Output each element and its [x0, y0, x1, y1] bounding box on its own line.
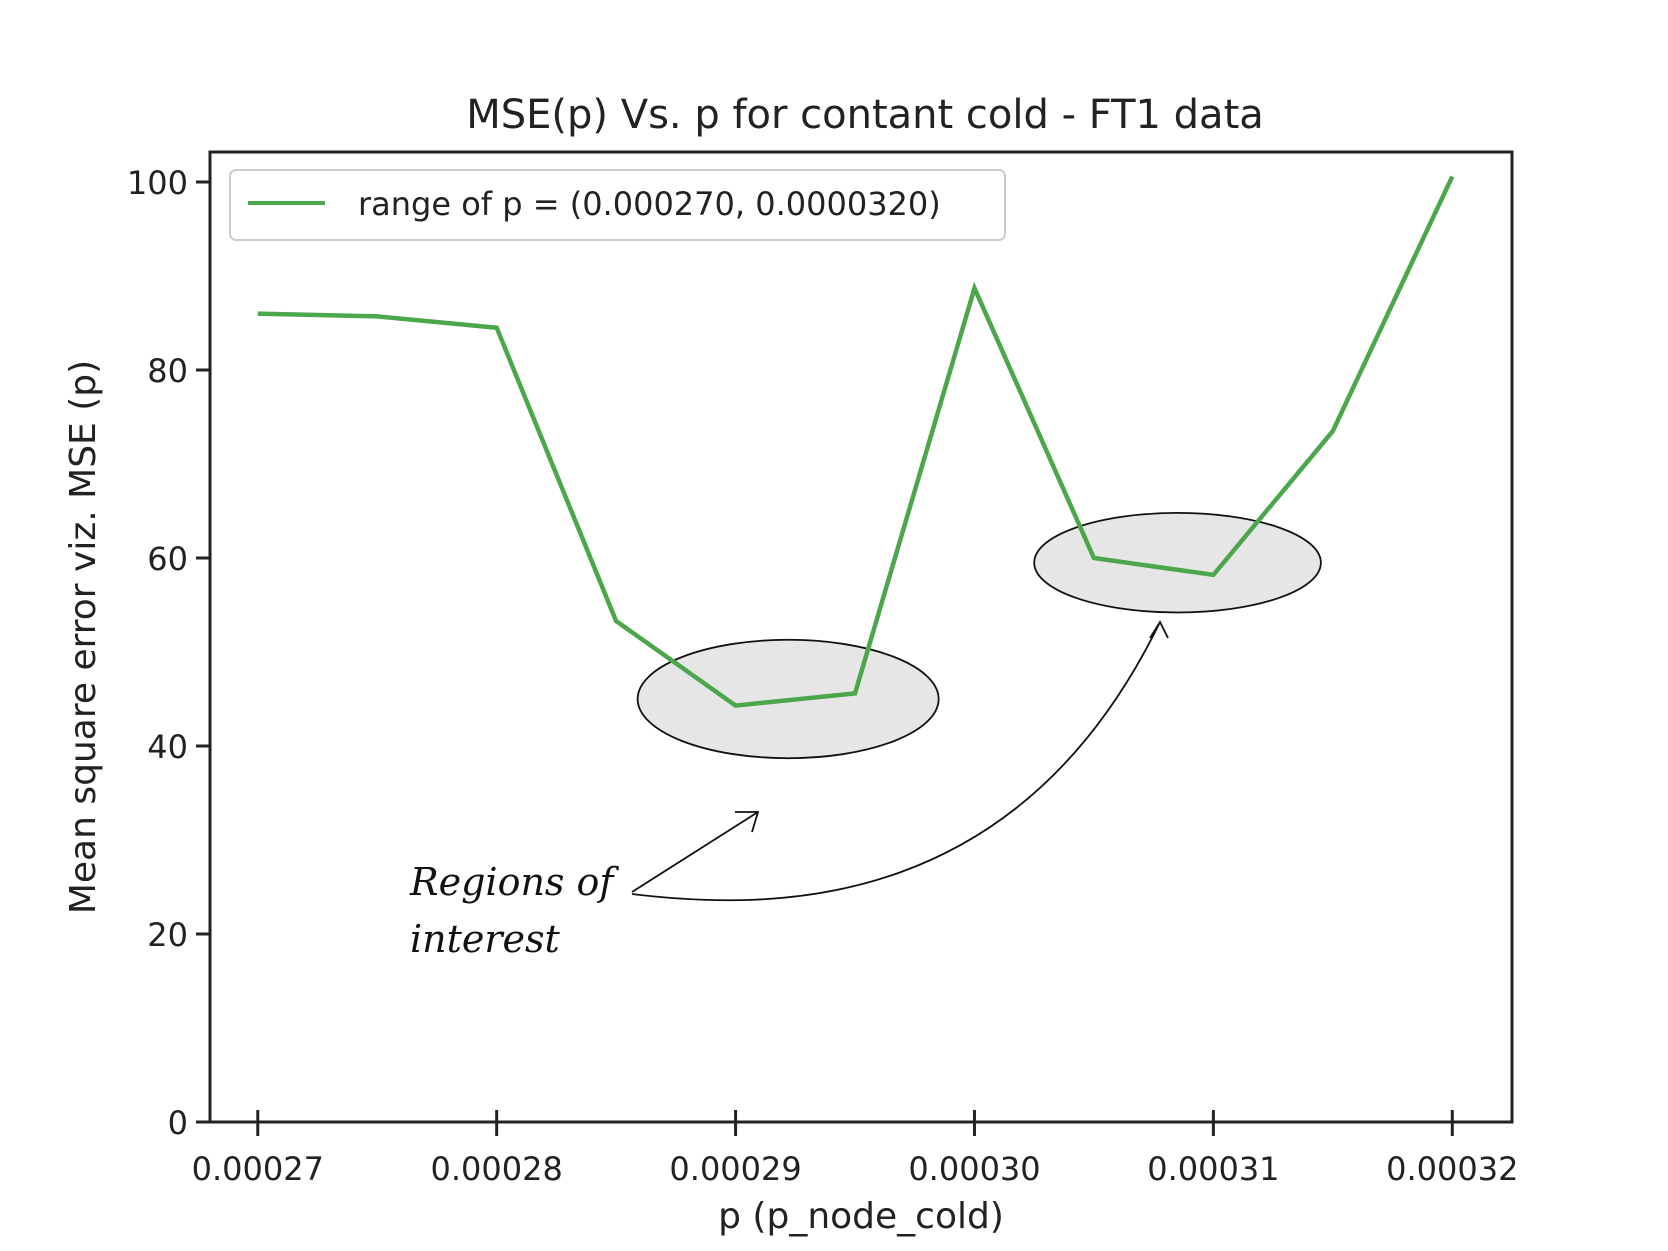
- x-tick-label: 0.00030: [908, 1150, 1040, 1188]
- y-tick-label: 100: [127, 164, 188, 202]
- annotation-arrowhead-left: [735, 811, 760, 833]
- y-tick-label: 80: [147, 352, 188, 390]
- annotation-text-line2: interest: [410, 917, 561, 961]
- annotation-arrow-left: [631, 811, 759, 893]
- y-tick-label: 60: [147, 540, 188, 578]
- y-tick-label: 20: [147, 916, 188, 954]
- annotation: Regions of interest: [409, 620, 1169, 961]
- y-axis-ticks: 0 20 40 60 80 100: [127, 164, 210, 1142]
- y-tick-label: 0: [168, 1104, 188, 1142]
- legend-label: range of p = (0.000270, 0.0000320): [358, 185, 941, 223]
- x-axis-ticks: 0.00027 0.00028 0.00029 0.00030 0.00031 0.000…: [192, 1110, 1518, 1188]
- legend: range of p = (0.000270, 0.0000320): [229, 169, 1006, 241]
- x-tick-label: 0.00028: [431, 1150, 563, 1188]
- plot-frame: [208, 150, 1514, 1124]
- x-tick-label: 0.00032: [1386, 1150, 1518, 1188]
- chart-title: MSE(p) Vs. p for contant cold - FT1 data: [466, 92, 1264, 138]
- annotation-arrowhead-right: [1149, 620, 1169, 639]
- x-tick-label: 0.00031: [1147, 1150, 1279, 1188]
- x-tick-label: 0.00027: [192, 1150, 324, 1188]
- annotation-text-line1: Regions of: [409, 860, 619, 904]
- annotation-arrow-right: [631, 621, 1161, 902]
- y-tick-label: 40: [147, 728, 188, 766]
- series-layer: [257, 175, 1455, 708]
- region-of-interest-2: [1033, 511, 1322, 614]
- x-tick-label: 0.00029: [669, 1150, 801, 1188]
- legend-box: [229, 169, 1006, 241]
- x-axis-label: p (p_node_cold): [718, 1196, 1004, 1237]
- y-axis-label: Mean square error viz. MSE (p): [63, 360, 104, 914]
